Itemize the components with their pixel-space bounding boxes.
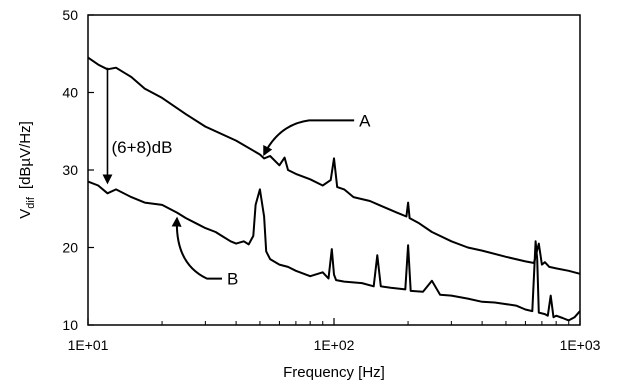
- annotation-arrow-a: [263, 119, 355, 157]
- x-tick-label: 1E+01: [68, 337, 109, 353]
- y-tick-label: 20: [62, 240, 78, 256]
- y-tick-label: 10: [62, 317, 78, 333]
- annotation-label-difference: (6+8)dB: [111, 138, 172, 157]
- y-axis-title-units: [dBµV/Hz]: [17, 121, 34, 189]
- series-layer: [87, 56, 581, 322]
- y-tick-label: 40: [62, 85, 78, 101]
- y-tick-label: 50: [62, 7, 78, 23]
- plot-frame: [87, 14, 581, 326]
- annotation-arrow-b: [171, 216, 222, 280]
- x-axis-title: Frequency [Hz]: [283, 364, 385, 381]
- plot-area: [87, 14, 581, 326]
- x-axis: 1E+01 1E+02 1E+03: [68, 318, 601, 353]
- annotation-layer: A B (6+8)dB: [102, 67, 371, 289]
- y-axis-title: Vdif [dBµV/Hz]: [17, 121, 37, 218]
- y-axis: 10 20 30 40 50: [62, 7, 94, 333]
- x-tick-label: 1E+02: [314, 337, 355, 353]
- x-tick-label: 1E+03: [560, 337, 601, 353]
- annotation-label-a: A: [359, 111, 371, 130]
- y-tick-label: 30: [62, 162, 78, 178]
- series-a-line: [87, 56, 581, 275]
- y-axis-title-subscript: dif: [25, 196, 37, 209]
- y-axis-title-main: V: [17, 209, 34, 219]
- series-b-line: [87, 180, 581, 322]
- annotation-label-b: B: [227, 270, 238, 289]
